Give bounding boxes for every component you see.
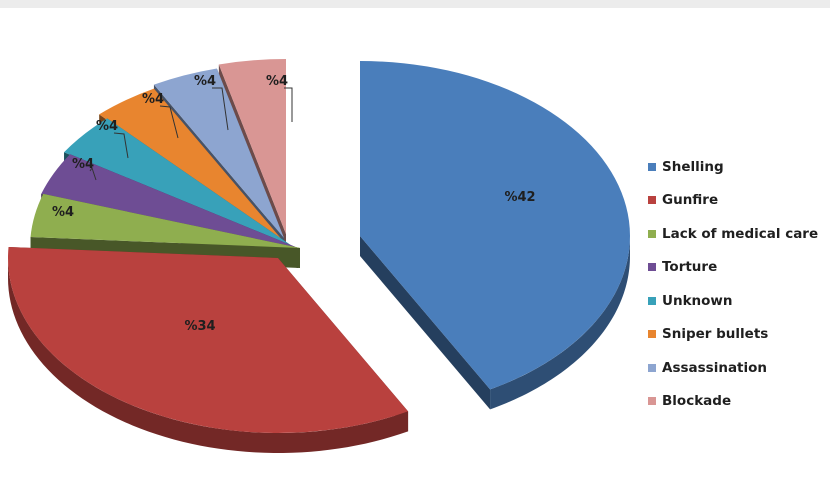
data-label-torture: %4 — [72, 157, 94, 172]
legend-swatch — [648, 330, 656, 339]
legend: Shelling Gunfire Lack of medical care Tortu… — [648, 150, 818, 418]
slice-top — [30, 193, 301, 248]
data-label-shelling: %42 — [504, 190, 535, 205]
legend-item-sniper-bullets: Sniper bullets — [648, 318, 818, 352]
slice-side — [8, 258, 409, 453]
legend-item-shelling: Shelling — [648, 150, 818, 184]
slice-top — [153, 68, 284, 238]
legend-label: Shelling — [662, 158, 724, 175]
data-label-lack-of-medical-care: %4 — [52, 205, 74, 220]
slice-top — [64, 118, 292, 246]
slice-shelling — [360, 61, 630, 410]
leader-line — [284, 87, 293, 122]
legend-item-gunfire: Gunfire — [648, 184, 818, 218]
slice-top — [41, 154, 298, 248]
leader-line — [159, 105, 179, 139]
legend-item-torture: Torture — [648, 251, 818, 285]
data-label-blockade: %4 — [266, 74, 288, 89]
leader-line — [212, 87, 229, 131]
data-label-gunfire: %34 — [184, 319, 215, 334]
data-labels: %42 %34 %4 %4 %4 %4 %4 %4 — [52, 74, 536, 334]
legend-label: Torture — [662, 259, 718, 276]
legend-item-unknown: Unknown — [648, 284, 818, 318]
data-label-assassination: %4 — [194, 74, 216, 89]
legend-label: Unknown — [662, 292, 733, 309]
legend-swatch — [648, 162, 656, 171]
slice-top — [360, 61, 630, 390]
legend-label: Lack of medical care — [662, 225, 819, 242]
slice-top — [7, 247, 409, 433]
legend-label: Sniper bullets — [662, 326, 769, 343]
legend-swatch — [648, 263, 656, 272]
slice-gunfire — [7, 247, 409, 453]
legend-item-lack-of-medical-care: Lack of medical care — [648, 217, 818, 251]
pie-slices — [7, 59, 630, 453]
legend-item-blockade: Blockade — [648, 385, 818, 419]
legend-swatch — [648, 229, 656, 238]
legend-swatch — [648, 397, 656, 406]
legend-label: Gunfire — [662, 192, 719, 209]
leader-line — [113, 132, 129, 159]
slice-cut-face — [360, 236, 491, 410]
legend-swatch — [648, 296, 656, 305]
data-label-sniper-bullets: %4 — [142, 92, 164, 107]
legend-item-assassination: Assassination — [648, 351, 818, 385]
slice-top — [99, 88, 285, 242]
slice-top — [218, 59, 286, 234]
slice-side — [490, 236, 630, 410]
legend-label: Assassination — [662, 359, 768, 376]
pie-chart: %42 %34 %4 %4 %4 %4 %4 %4 — [7, 59, 630, 453]
legend-swatch — [648, 196, 656, 205]
legend-label: Blockade — [662, 393, 732, 410]
legend-swatch — [648, 363, 656, 372]
data-label-unknown: %4 — [96, 119, 118, 134]
leader-line — [89, 166, 97, 181]
leader-lines — [89, 87, 293, 181]
